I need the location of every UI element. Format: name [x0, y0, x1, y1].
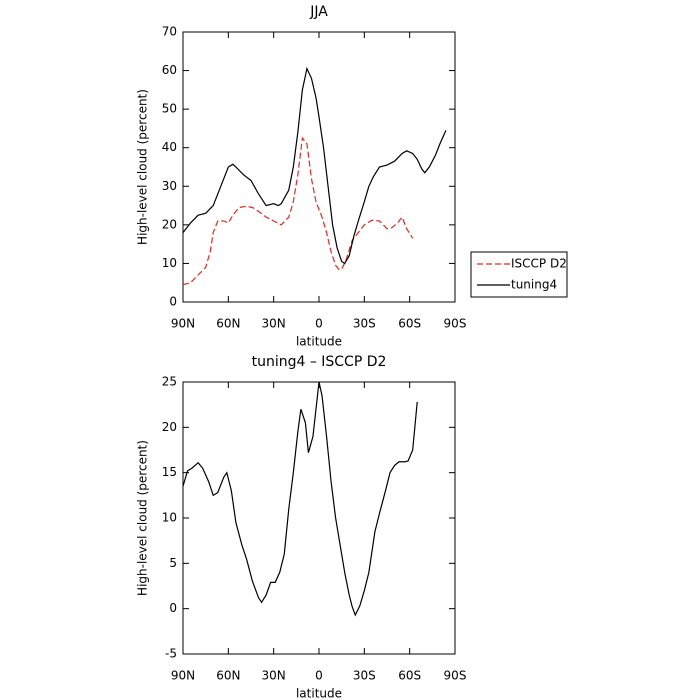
- x-tick-label: 30S: [353, 317, 376, 331]
- y-tick-label: 0: [169, 295, 177, 309]
- x-tick-label: 60N: [216, 669, 240, 683]
- y-tick-label: 30: [162, 179, 177, 193]
- x-tick-label: 90N: [171, 317, 195, 331]
- x-tick-label: 30S: [353, 669, 376, 683]
- x-tick-label: 30N: [262, 669, 286, 683]
- x-tick-label: 60S: [398, 669, 421, 683]
- y-tick-label: 50: [162, 102, 177, 116]
- x-axis-label: latitude: [296, 335, 342, 349]
- y-tick-label: 25: [162, 375, 177, 389]
- x-tick-label: 0: [315, 669, 323, 683]
- data-line: [182, 66, 447, 265]
- y-axis-label: High-level cloud (percent): [136, 440, 150, 596]
- x-tick-label: 60S: [398, 317, 421, 331]
- y-tick-label: 60: [162, 63, 177, 77]
- x-tick-label: 90N: [171, 669, 195, 683]
- chart-title: tuning4 – ISCCP D2: [252, 354, 387, 370]
- legend: ISCCP D2 tuning4: [470, 251, 568, 298]
- x-axis-label: latitude: [296, 687, 342, 700]
- plot-frame: [182, 31, 456, 303]
- y-tick-label: 70: [162, 25, 177, 39]
- y-tick-label: 10: [162, 511, 177, 525]
- data-line: [182, 381, 418, 617]
- y-tick-label: 0: [169, 601, 177, 615]
- y-axis-label: High-level cloud (percent): [136, 89, 150, 245]
- x-tick-label: 30N: [262, 317, 286, 331]
- y-tick-label: 20: [162, 420, 177, 434]
- y-tick-label: -5: [165, 647, 177, 661]
- legend-box: [470, 251, 568, 298]
- x-tick-label: 90S: [444, 317, 467, 331]
- x-tick-label: 60N: [216, 317, 240, 331]
- y-tick-label: 5: [169, 556, 177, 570]
- y-tick-label: 40: [162, 140, 177, 154]
- chart-title: JJA: [309, 4, 328, 20]
- x-tick-label: 0: [315, 317, 323, 331]
- y-tick-label: 10: [162, 256, 177, 270]
- y-tick-label: 20: [162, 217, 177, 231]
- x-tick-label: 90S: [444, 669, 467, 683]
- legend-label: ISCCP D2: [511, 257, 567, 271]
- plot-frame: [182, 381, 456, 655]
- y-tick-label: 15: [162, 465, 177, 479]
- data-line: [182, 136, 414, 286]
- legend-label: tuning4: [511, 278, 557, 292]
